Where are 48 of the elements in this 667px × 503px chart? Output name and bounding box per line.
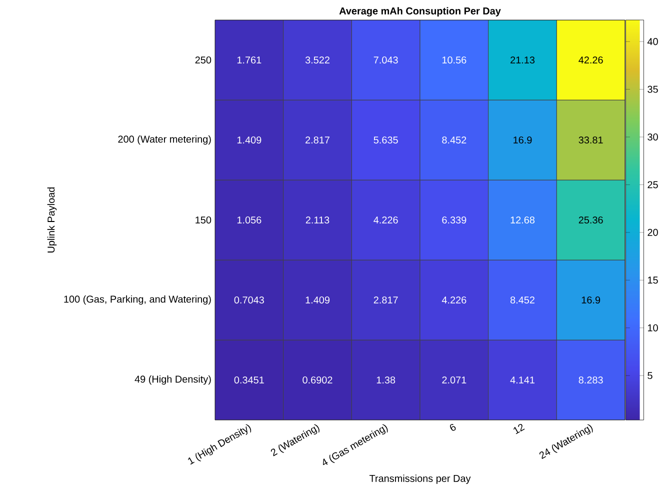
chart-title: Average mAh Consuption Per Day [339, 7, 501, 16]
data-label: 1.056 [237, 216, 262, 224]
data-label: 16.9 [582, 296, 600, 304]
y-tick-label: 250 [195, 56, 212, 64]
data-label: 8.283 [578, 376, 603, 384]
data-label: 1.409 [237, 136, 262, 144]
x-tick-label: 12 [514, 424, 525, 434]
data-label: 10.56 [442, 56, 466, 64]
data-label: 0.7043 [234, 296, 264, 304]
data-label: 21.13 [510, 56, 535, 64]
x-axis-title: Transmissions per Day [369, 474, 471, 484]
data-label: 0.3451 [234, 376, 264, 384]
data-label: 2.071 [442, 376, 466, 384]
data-label: 2.113 [306, 216, 330, 224]
color-bar-label: 10 [648, 324, 658, 332]
y-axis-title: Uplink Payload [47, 187, 57, 252]
data-label: 33.81 [578, 136, 603, 144]
data-label: 1.761 [237, 56, 262, 64]
data-label: 5.635 [374, 136, 398, 144]
data-label: 6.339 [442, 216, 466, 224]
data-label: 7.043 [374, 56, 398, 64]
color-bar-label: 35 [648, 86, 658, 93]
data-label: 42.26 [578, 56, 603, 64]
color-bar-label: 25 [648, 181, 658, 188]
data-label: 4.226 [374, 216, 398, 224]
data-label: 2.817 [306, 136, 330, 144]
data-label: 8.452 [510, 296, 534, 304]
y-tick-label: 100 (Gas, Parking, and Watering) [64, 295, 211, 305]
color-bar-label: 5 [648, 372, 652, 380]
data-label: 12.68 [510, 216, 535, 224]
data-label: 0.6902 [302, 376, 332, 384]
color-bar-label: 40 [647, 38, 658, 46]
color-bar-label: 15 [648, 276, 658, 284]
data-label: 25.36 [578, 216, 603, 224]
color-bar-label: 30 [648, 133, 658, 141]
data-label: 1.38 [376, 376, 396, 384]
y-tick-label: 49 (High Density) [134, 375, 211, 385]
y-tick-label: 150 [196, 216, 212, 224]
data-label: 4.141 [510, 376, 534, 384]
data-label: 1.409 [306, 296, 330, 304]
data-label: 16.9 [514, 136, 532, 144]
color-bar-label: 20 [648, 228, 658, 236]
data-label: 8.452 [442, 136, 466, 144]
data-label: 3.522 [305, 56, 330, 64]
data-label: 2.817 [374, 296, 398, 304]
y-tick-label: 200 (Water metering) [118, 135, 211, 145]
data-label: 4.226 [442, 296, 466, 304]
x-tick-label: 6 [450, 424, 456, 431]
